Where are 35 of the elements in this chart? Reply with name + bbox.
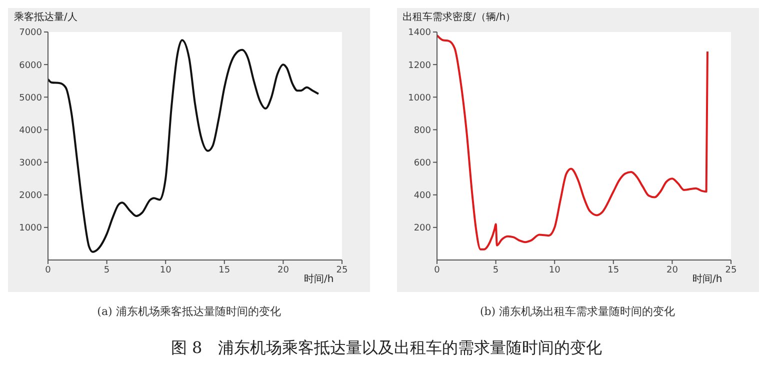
y-tick-label: 6000: [19, 60, 42, 71]
y-tick-label: 1000: [19, 224, 42, 234]
y-tick-label: 1400: [408, 28, 431, 38]
y-tick-label: 1000: [408, 93, 431, 104]
y-tick-label: 400: [413, 191, 431, 202]
x-tick-label: 20: [277, 265, 290, 276]
y-axis-title: 出租车需求密度/（辆/h）: [402, 10, 516, 24]
x-axis-title: 时间/h: [304, 272, 334, 286]
x-tick-label: 20: [666, 265, 678, 276]
y-tick-label: 5000: [19, 93, 42, 104]
x-tick-label: 25: [724, 265, 736, 276]
x-tick-label: 5: [104, 265, 110, 276]
line-series: [436, 34, 708, 250]
x-tick-label: 10: [160, 265, 172, 276]
caption: 图 8 浦东机场乘客抵达量以及出租车的需求量随时间的变化: [170, 338, 604, 359]
y-tick-label: 200: [413, 224, 431, 234]
y-tick-label: 1200: [408, 60, 431, 71]
y-axis-title: 乘客抵达量/人: [14, 10, 78, 24]
x-axis-title: 时间/h: [692, 272, 722, 286]
x-tick-label: 15: [218, 265, 230, 276]
x-tick-label: 0: [434, 265, 440, 276]
line-series: [48, 39, 320, 253]
y-tick-label: 2000: [19, 191, 42, 202]
x-tick-label: 10: [548, 265, 560, 276]
x-tick-label: 25: [336, 265, 348, 276]
y-tick-label: 7000: [19, 28, 42, 38]
y-tick-label: 4000: [19, 126, 42, 136]
x-tick-label: 15: [607, 265, 619, 276]
text: (b) 浦东机场出租车需求量随时间的变化: [478, 304, 676, 319]
y-tick-label: 800: [413, 126, 431, 136]
text: (a) 浦东机场乘客抵达量随时间的变化: [96, 304, 282, 319]
y-tick-label: 600: [413, 158, 431, 168]
y-tick-label: 3000: [19, 158, 42, 168]
x-tick-label: 0: [45, 265, 52, 276]
x-tick-label: 5: [492, 265, 498, 276]
